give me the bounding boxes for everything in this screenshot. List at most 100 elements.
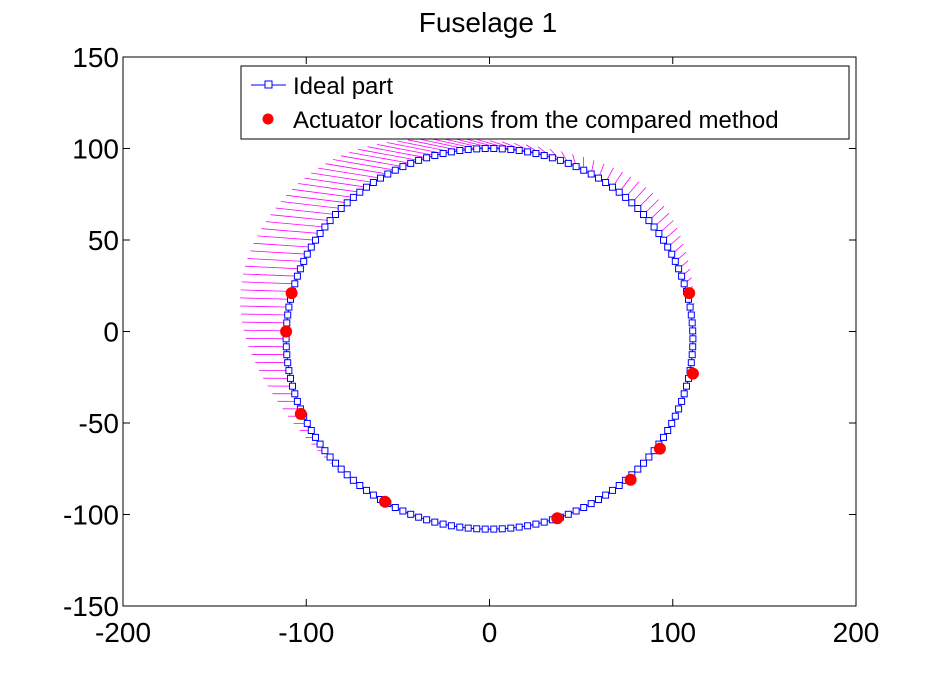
ideal-part-marker [615,482,623,489]
ideal-part-marker [415,513,423,521]
ideal-part-marker [686,303,694,311]
ideal-part-marker [303,250,311,258]
ideal-part-marker [490,525,498,533]
ideal-part-marker [687,311,695,319]
ideal-part-marker [634,465,642,473]
deviation-line [376,144,435,156]
axes: -200 -100 0 100 200 -150 -100 -50 0 50 100 150 [63,42,879,648]
deviation-line [241,281,295,285]
x-tick-label: 0 [482,617,498,648]
actuator-point [285,287,298,300]
ideal-part-marker [572,163,580,171]
legend-actuator-marker [262,113,274,125]
deviation-line [244,265,301,270]
ideal-part-marker [312,433,319,441]
ideal-part-marker [369,179,377,186]
deviation-line [242,273,298,277]
ideal-part-marker [369,491,377,499]
ideal-part-marker [307,427,315,434]
actuator-point [653,442,666,455]
ideal-part-marker [671,257,679,265]
actuator-point [280,325,293,338]
ideal-part-marker [283,351,291,359]
y-tick-label: -100 [63,500,119,531]
ideal-part-marker [481,525,489,533]
ideal-part-marker [439,520,447,528]
ideal-part-marker [423,154,431,162]
ideal-part-marker [296,265,304,273]
ideal-part-marker [507,146,515,153]
ideal-part-marker [564,510,572,518]
deviation-line [292,188,354,198]
x-tick-label: 100 [649,617,696,648]
ideal-part-marker [688,319,696,327]
deviation-line [270,214,331,221]
deviation-line [253,242,312,248]
deviation-line [501,141,528,153]
deviation-line [265,221,325,228]
actuator-point [379,495,391,508]
ideal-part-marker [650,223,658,231]
ideal-part-marker [668,419,676,427]
deviation-line [245,337,287,340]
ideal-part-marker [689,335,697,343]
ideal-part-marker [515,147,523,154]
ideal-part-marker [337,205,345,212]
ideal-part-marker [473,145,481,153]
legend-box [240,65,850,140]
ideal-part-marker [285,367,293,375]
ideal-part-marker [675,405,683,413]
deviation-line [257,235,316,241]
ideal-part-marker [343,471,351,479]
ideal-part-marker [524,522,532,530]
actuator-point [294,407,307,420]
ideal-part-marker [675,265,683,273]
ideal-part-marker [609,183,616,191]
ideal-part-marker [507,524,515,532]
ideal-part-marker [289,382,296,390]
ideal-part-marker [291,390,299,398]
deviation-line [358,148,419,161]
ideal-part-marker [595,496,602,503]
ideal-part-marker [321,223,329,231]
legend: Ideal part Actuator locations from the c… [240,65,850,140]
ideal-part-marker [439,150,447,157]
ideal-part-marker [464,146,472,153]
actuator-point [686,367,699,380]
ideal-part-marker [293,397,301,405]
ideal-part-marker [300,257,308,265]
ideal-part-marker [407,510,415,518]
deviation-line [240,297,291,300]
deviation-line [247,258,304,262]
ideal-part-marker [580,166,588,174]
deviation-line [240,313,288,316]
deviation-line [311,172,374,183]
ideal-part-marker [689,327,697,335]
ideal-part-marker [660,433,667,441]
ideal-part-marker [349,476,357,484]
chart-title: Fuselage 1 [419,7,558,38]
ideal-part-marker [634,205,642,212]
ideal-part-marker [356,188,364,196]
ideal-part-marker [628,199,636,207]
ideal-part-marker [602,491,610,499]
ideal-part-marker [363,486,370,494]
ideal-part-marker [580,504,588,511]
ideal-part-marker [548,154,556,162]
ideal-part-marker [532,150,540,157]
ideal-part-marker [456,147,464,154]
ideal-part-marker [415,156,423,164]
ideal-part-marker [384,170,392,178]
ideal-part-marker [284,359,292,367]
deviation-line [241,321,287,324]
ideal-part-marker [291,280,299,288]
x-tick-label: -200 [95,617,151,648]
deviation-line [240,289,293,292]
ideal-part-marker [587,500,595,508]
ideal-part-marker [587,170,595,178]
ideal-part-marker [332,459,339,467]
ideal-part-marker [356,482,364,489]
ideal-part-marker [678,397,686,405]
ideal-part-marker [283,319,291,327]
deviation-line [240,305,289,308]
